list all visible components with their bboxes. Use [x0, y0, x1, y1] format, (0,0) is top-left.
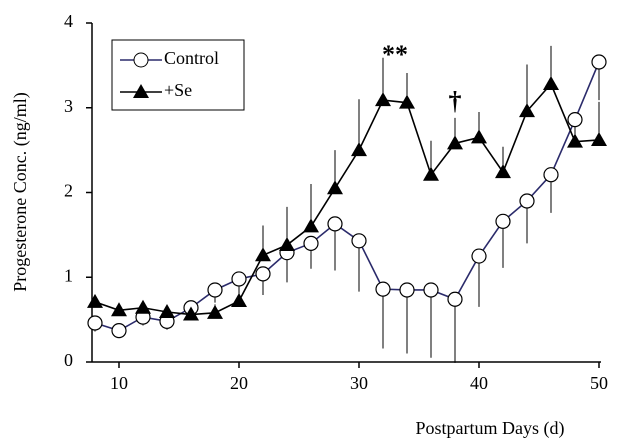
x-tick-label: 40: [470, 373, 488, 393]
series-line: [94, 82, 600, 316]
x-tick-label: 50: [590, 373, 608, 393]
marker: [591, 131, 607, 146]
marker: [519, 103, 535, 118]
marker: [447, 135, 463, 150]
marker: [207, 304, 223, 319]
marker: [375, 92, 391, 107]
marker: [471, 248, 487, 264]
marker: [207, 282, 223, 298]
marker: [399, 282, 415, 298]
annotation: †: [449, 86, 462, 115]
marker: [231, 271, 247, 287]
marker: [183, 306, 199, 321]
marker: [111, 323, 127, 339]
marker: [423, 166, 439, 181]
marker: [495, 213, 511, 229]
series-line: [94, 61, 600, 332]
marker: [543, 76, 559, 91]
marker: [279, 237, 295, 252]
y-tick-label: 2: [64, 181, 73, 201]
legend-marker: [133, 84, 149, 98]
marker: [159, 303, 175, 318]
marker: [399, 94, 415, 109]
marker: [351, 142, 367, 157]
marker: [327, 180, 343, 195]
y-tick-label: 4: [64, 11, 73, 31]
marker: [519, 193, 535, 209]
legend-label: Control: [164, 48, 219, 68]
y-tick-label: 1: [64, 265, 73, 285]
marker: [255, 266, 271, 282]
legend-marker: [133, 52, 149, 68]
x-tick-label: 20: [230, 373, 248, 393]
marker: [591, 54, 607, 70]
marker: [351, 233, 367, 249]
marker: [567, 133, 583, 148]
x-axis-title: Postpartum Days (d): [416, 418, 565, 439]
y-tick-label: 3: [64, 96, 73, 116]
marker: [87, 293, 103, 308]
legend-box: [111, 39, 245, 111]
y-axis-title: Progesterone Conc. (ng/ml): [10, 92, 31, 291]
marker: [423, 282, 439, 298]
annotation: **: [382, 40, 408, 69]
marker: [375, 281, 391, 297]
y-tick-label: 0: [64, 350, 73, 370]
marker: [87, 315, 103, 331]
marker: [471, 129, 487, 144]
marker: [111, 302, 127, 317]
marker: [543, 167, 559, 183]
legend-label: +Se: [164, 80, 192, 100]
marker: [135, 299, 151, 314]
marker: [303, 235, 319, 251]
marker: [327, 216, 343, 232]
marker: [303, 218, 319, 233]
x-tick-label: 30: [350, 373, 368, 393]
marker: [255, 247, 271, 262]
marker: [495, 164, 511, 179]
marker: [567, 112, 583, 128]
marker: [231, 292, 247, 307]
x-tick-label: 10: [110, 373, 128, 393]
marker: [447, 291, 463, 307]
